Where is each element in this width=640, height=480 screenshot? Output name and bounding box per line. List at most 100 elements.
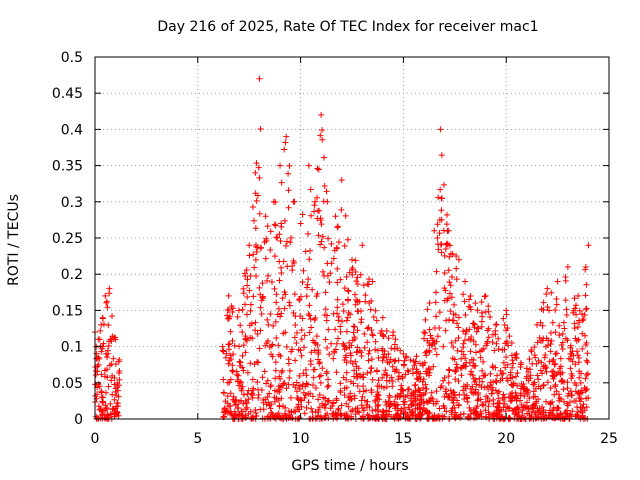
roti-point xyxy=(225,360,232,367)
roti-point xyxy=(450,317,457,324)
roti-point xyxy=(388,345,395,352)
roti-point xyxy=(338,206,345,213)
roti-point xyxy=(314,194,321,201)
roti-point xyxy=(372,406,379,413)
roti-point xyxy=(342,212,349,219)
roti-point xyxy=(584,350,591,357)
roti-point xyxy=(303,404,310,411)
roti-point xyxy=(239,383,246,390)
roti-point xyxy=(438,241,445,248)
roti-point xyxy=(443,221,450,228)
roti-point xyxy=(242,335,249,342)
roti-point xyxy=(486,398,493,405)
roti-point xyxy=(326,279,333,286)
roti-point xyxy=(411,362,418,369)
roti-point xyxy=(517,392,524,399)
roti-point xyxy=(252,327,259,334)
roti-point xyxy=(495,335,502,342)
roti-point xyxy=(347,352,354,359)
roti-point xyxy=(313,293,320,300)
roti-point xyxy=(495,388,502,395)
roti-point xyxy=(434,221,441,228)
roti-point xyxy=(552,306,559,313)
roti-point xyxy=(316,391,323,398)
roti-point xyxy=(559,339,566,346)
roti-point xyxy=(324,410,331,417)
roti-point xyxy=(277,384,284,391)
roti-point xyxy=(553,350,560,357)
roti-point xyxy=(453,276,460,283)
roti-point xyxy=(382,367,389,374)
roti-peak-point xyxy=(513,350,520,357)
roti-point xyxy=(265,272,272,279)
roti-point xyxy=(282,329,289,336)
roti-point xyxy=(329,412,336,419)
roti-point xyxy=(234,313,241,320)
roti-point xyxy=(362,298,369,305)
roti-point xyxy=(510,360,517,367)
roti-point xyxy=(585,395,592,402)
roti-point xyxy=(301,332,308,339)
roti-point xyxy=(526,395,533,402)
roti-point xyxy=(490,401,497,408)
roti-point xyxy=(364,411,371,418)
roti-point xyxy=(282,139,289,146)
roti-point xyxy=(109,333,116,340)
roti-point xyxy=(582,306,589,313)
roti-point xyxy=(369,332,376,339)
roti-point xyxy=(319,268,326,275)
roti-point xyxy=(552,351,559,358)
roti-point xyxy=(447,308,454,315)
roti-point xyxy=(324,345,331,352)
roti-point xyxy=(273,299,280,306)
roti-point xyxy=(437,186,444,193)
roti-point xyxy=(482,398,489,405)
roti-point xyxy=(558,378,565,385)
roti-point xyxy=(472,362,479,369)
roti-point xyxy=(361,330,368,337)
y-tick-label: 0.2 xyxy=(61,267,83,283)
roti-point xyxy=(500,315,507,322)
roti-peak-point xyxy=(379,314,386,321)
roti-point xyxy=(333,395,340,402)
roti-point xyxy=(385,398,392,405)
roti-point xyxy=(532,393,539,400)
y-tick-label: 0.25 xyxy=(52,231,83,247)
roti-point xyxy=(243,266,250,273)
roti-point xyxy=(364,398,371,405)
roti-point xyxy=(448,397,455,404)
roti-point xyxy=(398,407,405,414)
roti-point xyxy=(503,354,510,361)
roti-point xyxy=(316,360,323,367)
roti-point xyxy=(322,336,329,343)
roti-point xyxy=(103,298,110,305)
roti-point xyxy=(274,234,281,241)
roti-point xyxy=(568,392,575,399)
roti-point xyxy=(500,404,507,411)
roti-point xyxy=(467,336,474,343)
roti-point xyxy=(523,375,530,382)
roti-point xyxy=(450,343,457,350)
y-tick-label: 0.5 xyxy=(61,50,83,66)
roti-point xyxy=(400,387,407,394)
roti-point xyxy=(476,375,483,382)
roti-point xyxy=(572,335,579,342)
roti-point xyxy=(252,225,259,232)
roti-point xyxy=(404,367,411,374)
roti-point xyxy=(113,411,120,418)
roti-point xyxy=(252,407,259,414)
roti-point xyxy=(379,374,386,381)
roti-point xyxy=(347,357,354,364)
roti-point xyxy=(445,373,452,380)
roti-point xyxy=(290,309,297,316)
roti-point xyxy=(405,404,412,411)
roti-point xyxy=(413,369,420,376)
roti-point xyxy=(442,327,449,334)
roti-point xyxy=(500,359,507,366)
roti-point xyxy=(479,313,486,320)
roti-point xyxy=(110,355,117,362)
roti-point xyxy=(571,325,578,332)
roti-point xyxy=(374,383,381,390)
roti-point xyxy=(433,313,440,320)
